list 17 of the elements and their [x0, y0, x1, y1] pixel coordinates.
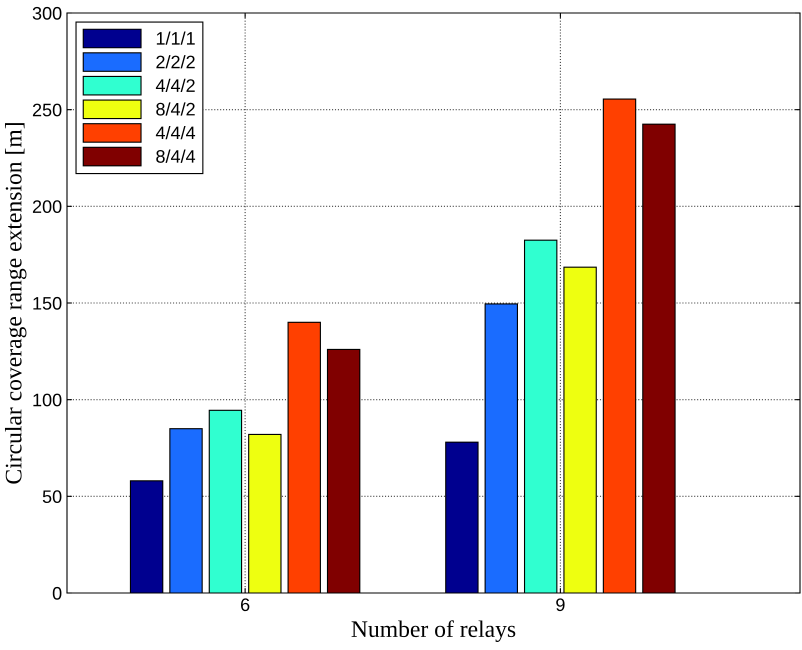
legend-label: 8/4/4 — [156, 150, 196, 163]
y-tick-label: 100 — [33, 394, 62, 406]
y-axis-title: Circular coverage range extension [m] — [4, 123, 26, 484]
y-tick-label: 300 — [32, 6, 62, 20]
legend-label: 8/4/2 — [156, 102, 195, 116]
y-tick-label: 250 — [32, 104, 62, 116]
y-tick-label: 50 — [42, 490, 62, 504]
x-tick-label: 6 — [241, 598, 250, 612]
y-tick-label: 150 — [33, 296, 62, 310]
x-axis-title: Number of relays — [352, 620, 516, 642]
y-tick-label: 200 — [32, 200, 62, 214]
y-tick-label: 0 — [52, 586, 62, 600]
x-tick-label: 9 — [556, 598, 565, 612]
legend-label: 2/2/2 — [156, 55, 195, 68]
legend-label: 4/4/2 — [156, 78, 195, 92]
legend-label: 1/1/1 — [156, 32, 195, 45]
legend-label: 4/4/4 — [156, 126, 196, 140]
